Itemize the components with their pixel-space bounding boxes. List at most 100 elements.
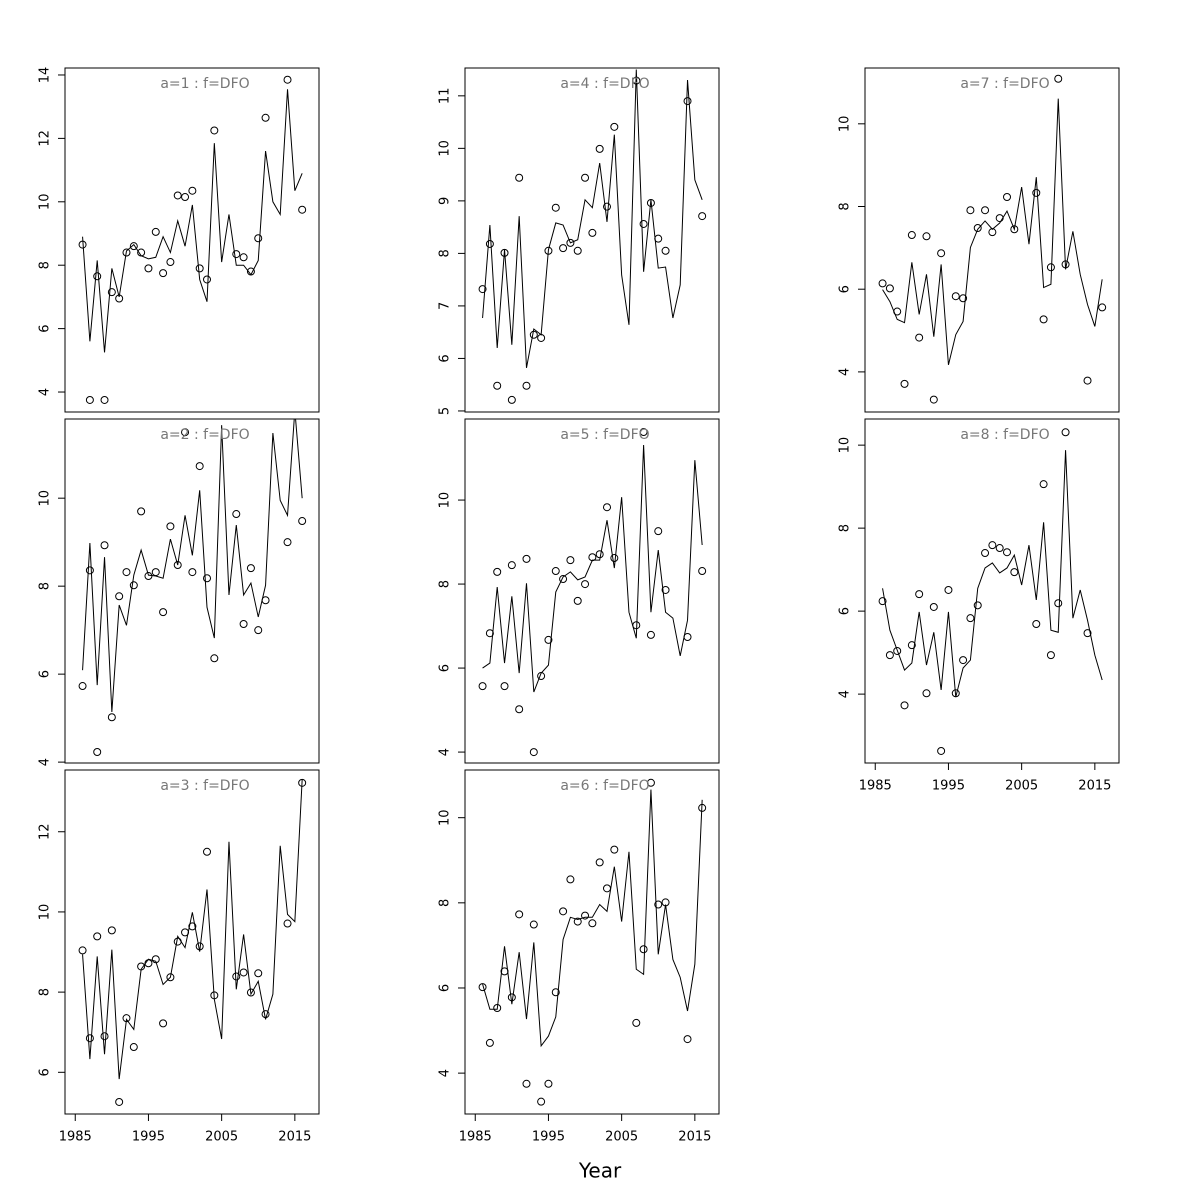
data-point [100, 541, 109, 550]
panel-frame [464, 418, 720, 764]
data-point [283, 75, 292, 84]
data-point [981, 206, 990, 215]
panel: a=4 : f=DFO 5 6 7 8 9 10 11 [438, 67, 720, 415]
y-tick-label: 8 [38, 261, 53, 269]
data-point [595, 858, 604, 867]
data-point [1054, 74, 1063, 83]
data-point [610, 554, 619, 563]
data-point [159, 269, 168, 278]
data-point [78, 682, 87, 691]
panel: a=5 : f=DFO 4 6 8 10 [438, 418, 720, 764]
data-point [922, 689, 931, 698]
data-point [559, 575, 568, 584]
data-point [478, 983, 487, 992]
panel-title: a=2 : f=DFO [160, 427, 249, 443]
data-point [159, 608, 168, 617]
data-point [115, 1097, 124, 1106]
data-point [129, 242, 138, 251]
y-tick-label: 10 [438, 140, 453, 157]
data-point [203, 275, 212, 284]
data-point [93, 748, 102, 757]
data-point [298, 205, 307, 214]
data-point [632, 1018, 641, 1027]
data-point [595, 144, 604, 153]
data-point [515, 705, 524, 714]
data-point [137, 507, 146, 516]
data-point [166, 522, 175, 531]
data-point [107, 926, 116, 935]
y-tick-label: 8 [38, 582, 53, 590]
data-point [93, 272, 102, 281]
data-point [654, 900, 663, 909]
data-point [181, 428, 190, 437]
y-tick-label: 6 [438, 354, 453, 362]
panel-title: a=7 : f=DFO [960, 76, 1049, 92]
data-point [566, 238, 575, 247]
data-point [188, 568, 197, 577]
data-point [522, 554, 531, 563]
data-point [1098, 303, 1107, 312]
data-point [261, 113, 270, 122]
y-tick-label: 5 [438, 407, 453, 415]
x-tick-label: 1985 [459, 1130, 492, 1145]
data-point [573, 596, 582, 605]
data-point [915, 333, 924, 342]
data-point [239, 619, 248, 628]
data-point [485, 239, 494, 248]
y-tick-label: 10 [38, 490, 53, 507]
data-point [544, 635, 553, 644]
data-point [522, 381, 531, 390]
y-tick-label: 10 [38, 904, 53, 921]
fit-line [882, 98, 1103, 365]
data-point [239, 968, 248, 977]
x-tick-label: 2015 [678, 1130, 711, 1145]
x-tick-label: 2005 [205, 1130, 238, 1145]
panel-frame [864, 418, 1120, 764]
y-tick-label: 12 [38, 823, 53, 840]
fit-line [482, 789, 703, 1048]
panel-title: a=3 : f=DFO [160, 778, 249, 794]
panel-frame [864, 67, 1120, 413]
data-point [210, 654, 219, 663]
y-tick-label: 6 [838, 285, 853, 293]
y-tick-label: 8 [838, 202, 853, 210]
data-point [195, 264, 204, 273]
data-point [85, 566, 94, 575]
y-tick-label: 4 [38, 758, 53, 766]
data-point [144, 264, 153, 273]
data-point [544, 1079, 553, 1088]
data-point [959, 294, 968, 303]
data-point [283, 538, 292, 547]
y-tick-label: 10 [38, 194, 53, 211]
y-tick-label: 10 [438, 809, 453, 826]
y-tick-label: 6 [438, 984, 453, 992]
data-point [922, 232, 931, 241]
data-point [493, 1003, 502, 1012]
panel: a=3 : f=DFO 6 8 10 12 1985 1995 2005 2015 [38, 769, 320, 1145]
data-point [907, 231, 916, 240]
data-point [683, 97, 692, 106]
data-point [573, 246, 582, 255]
data-point [298, 517, 307, 526]
y-tick-label: 10 [438, 492, 453, 509]
data-point [85, 1034, 94, 1043]
panel: a=2 : f=DFO 4 6 8 10 [38, 418, 320, 766]
panel-title: a=1 : f=DFO [160, 76, 249, 92]
data-point [254, 969, 263, 978]
x-tick-label: 2005 [1005, 779, 1038, 794]
data-point [203, 847, 212, 856]
y-tick-label: 8 [438, 249, 453, 257]
data-point [203, 574, 212, 583]
x-tick-label: 2005 [605, 1130, 638, 1145]
data-point [588, 228, 597, 237]
data-point [210, 126, 219, 135]
data-point [654, 527, 663, 536]
y-tick-label: 4 [438, 748, 453, 756]
x-tick-label: 1985 [859, 779, 892, 794]
panel: a=1 : f=DFO 4 6 8 10 12 14 [38, 67, 320, 413]
data-point [698, 212, 707, 221]
data-point [646, 778, 655, 787]
data-point [129, 1043, 138, 1052]
data-point [1003, 193, 1012, 201]
data-point [188, 922, 197, 931]
